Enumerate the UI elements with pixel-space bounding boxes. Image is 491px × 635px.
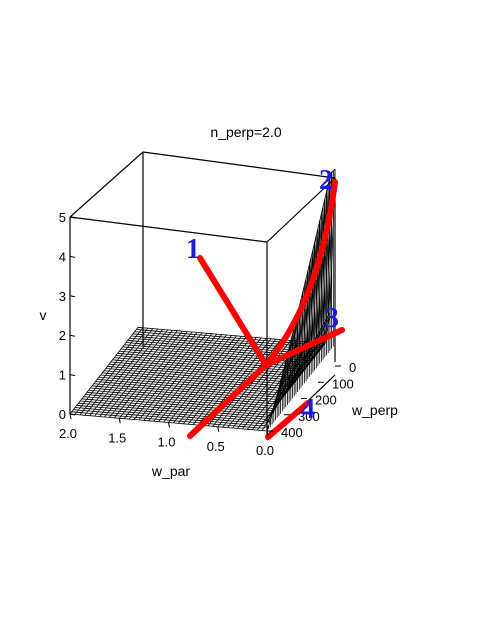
w-par-tick-label-1: 1.5 xyxy=(108,430,126,445)
mesh-line-perp-15 xyxy=(95,334,293,399)
v-axis-label: v xyxy=(40,307,47,323)
curve-label-1: 1 xyxy=(186,234,200,265)
w-perp-tick-label-4: 400 xyxy=(281,425,303,440)
mesh-line-perp-6 xyxy=(80,394,278,418)
w-par-tick-label-0: 2.0 xyxy=(59,426,77,441)
box-edge-back-top xyxy=(142,151,336,179)
mesh-line-perp-36 xyxy=(131,184,329,353)
curve-label-3: 3 xyxy=(325,303,339,334)
w-perp-tick-label-3: 300 xyxy=(298,409,320,424)
v-tick-mark-2 xyxy=(69,334,76,337)
mesh-line-perp-14 xyxy=(93,341,292,401)
w-par-axis-label: w_par xyxy=(151,463,190,479)
v-tick-mark-0 xyxy=(69,413,76,416)
v-axis: 0 1 2 3 4 5 xyxy=(59,210,76,422)
v-tick-label-0: 0 xyxy=(59,407,66,422)
mesh-line-perp-3 xyxy=(75,407,273,425)
mesh-line-perp-28 xyxy=(117,242,315,370)
mesh-line-perp-1 xyxy=(71,411,269,429)
mesh-line-perp-10 xyxy=(86,368,285,409)
w-par-tick-mark-0 xyxy=(69,413,72,420)
v-tick-mark-5 xyxy=(69,216,76,219)
mesh-line-perp-18 xyxy=(100,313,298,392)
curve-5 xyxy=(265,400,311,440)
w-par-tick-label-2: 1.0 xyxy=(157,435,175,450)
curve-label-2: 2 xyxy=(319,165,333,196)
w-perp-tick-label-2: 200 xyxy=(315,393,337,408)
chart-title: n_perp=2.0 xyxy=(210,124,281,140)
mesh-line-perp-17 xyxy=(98,320,297,394)
mesh-line-perp-26 xyxy=(114,256,312,375)
surface-mesh xyxy=(69,168,336,432)
curve-junction xyxy=(262,361,270,369)
mesh-line-perp-21 xyxy=(105,292,304,386)
mesh-line-perp-39 xyxy=(136,170,334,347)
w-par-tick-mark-3 xyxy=(217,426,220,432)
mesh-line-perp-7 xyxy=(81,387,280,416)
mesh-line-perp-23 xyxy=(109,278,307,381)
v-tick-label-4: 4 xyxy=(59,249,66,264)
mesh-line-perp-12 xyxy=(90,354,288,405)
mesh-line-perp-29 xyxy=(119,235,317,368)
mesh-line-perp-35 xyxy=(129,191,327,355)
v-tick-mark-4 xyxy=(69,255,76,258)
curves xyxy=(187,179,345,440)
box-edge-right-top xyxy=(266,177,336,243)
w-par-tick-label-3: 0.5 xyxy=(207,439,225,454)
mesh-line-perp-27 xyxy=(115,249,314,373)
mesh-line-perp-32 xyxy=(124,213,322,362)
mesh-line-perp-22 xyxy=(107,285,305,383)
v-tick-label-1: 1 xyxy=(59,368,66,383)
box-edge-front-top xyxy=(69,216,268,243)
curve-label-4: 4 xyxy=(301,394,315,425)
w-par-axis: 2.0 1.5 1.0 0.5 0.0 xyxy=(59,413,274,458)
w-par-tick-mark-1 xyxy=(118,418,121,424)
v-tick-mark-1 xyxy=(69,374,76,377)
mesh-line-perp-9 xyxy=(85,374,283,412)
mesh-line-perp-25 xyxy=(112,264,310,377)
mesh-line-perp-38 xyxy=(134,172,332,349)
mesh-line-perp-2 xyxy=(73,409,271,427)
mesh-line-perp-20 xyxy=(103,299,302,388)
box-edge-left-top xyxy=(69,151,144,218)
mesh-line-perp-30 xyxy=(120,228,319,366)
mesh-line-perp-4 xyxy=(76,404,275,422)
w-par-tick-mark-4 xyxy=(266,430,269,437)
curve-4 xyxy=(187,362,269,439)
curve-3 xyxy=(263,327,345,368)
mesh-line-perp-13 xyxy=(92,347,290,403)
v-tick-label-3: 3 xyxy=(59,289,66,304)
mesh-line-perp-16 xyxy=(97,327,295,396)
w-perp-tick-label-1: 100 xyxy=(332,376,354,391)
curve-1 xyxy=(197,255,269,368)
w-par-tick-label-4: 0.0 xyxy=(256,443,274,458)
mesh-line-perp-11 xyxy=(88,361,287,407)
mesh-line-perp-24 xyxy=(110,271,309,379)
mesh-line-perp-19 xyxy=(102,306,300,390)
v-tick-mark-3 xyxy=(69,295,76,298)
mesh-line-perp-31 xyxy=(122,220,321,364)
v-tick-label-2: 2 xyxy=(59,328,66,343)
mesh-line-perp-5 xyxy=(78,400,276,420)
curve-2 xyxy=(263,179,338,368)
w-par-tick-mark-2 xyxy=(168,422,170,428)
mesh-line-perp-40 xyxy=(137,168,336,344)
mesh-line-perp-8 xyxy=(83,381,281,414)
w-perp-axis-label: w_perp xyxy=(351,402,398,418)
w-perp-tick-label-0: 0 xyxy=(349,360,356,375)
v-tick-label-5: 5 xyxy=(59,210,66,225)
